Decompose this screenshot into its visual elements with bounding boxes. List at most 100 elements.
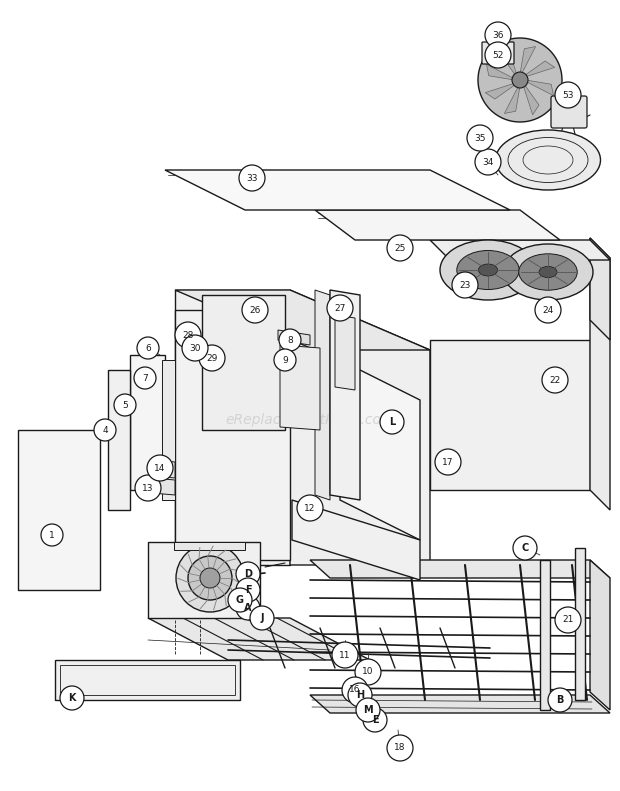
Circle shape xyxy=(512,72,528,88)
Circle shape xyxy=(332,642,358,668)
Polygon shape xyxy=(162,360,175,500)
FancyBboxPatch shape xyxy=(551,96,587,128)
Circle shape xyxy=(236,578,260,602)
Polygon shape xyxy=(430,340,590,490)
Circle shape xyxy=(200,568,220,588)
FancyBboxPatch shape xyxy=(482,42,514,64)
Polygon shape xyxy=(202,295,285,430)
Ellipse shape xyxy=(479,264,498,276)
Circle shape xyxy=(175,322,201,348)
Circle shape xyxy=(478,38,562,122)
Ellipse shape xyxy=(440,240,536,300)
Circle shape xyxy=(250,606,274,630)
Ellipse shape xyxy=(503,244,593,300)
Circle shape xyxy=(485,22,511,48)
Circle shape xyxy=(94,419,116,441)
Text: 22: 22 xyxy=(549,376,560,384)
Text: K: K xyxy=(68,693,76,703)
Polygon shape xyxy=(315,210,560,240)
Polygon shape xyxy=(108,370,130,510)
Circle shape xyxy=(356,698,380,722)
Text: 29: 29 xyxy=(206,354,218,362)
Circle shape xyxy=(147,455,173,481)
Text: C: C xyxy=(521,543,529,553)
Circle shape xyxy=(228,588,252,612)
Circle shape xyxy=(435,449,461,475)
Polygon shape xyxy=(174,542,245,550)
Circle shape xyxy=(188,556,232,600)
Text: D: D xyxy=(244,569,252,579)
Polygon shape xyxy=(165,170,510,210)
Text: 14: 14 xyxy=(154,464,166,472)
Text: M: M xyxy=(363,705,373,715)
Circle shape xyxy=(134,367,156,389)
Polygon shape xyxy=(175,310,290,560)
Text: 4: 4 xyxy=(102,426,108,434)
Circle shape xyxy=(342,677,368,703)
Polygon shape xyxy=(575,548,585,700)
Text: 9: 9 xyxy=(282,355,288,365)
Polygon shape xyxy=(525,61,555,76)
Text: 53: 53 xyxy=(562,90,574,100)
Polygon shape xyxy=(280,345,320,430)
Polygon shape xyxy=(430,240,610,260)
Polygon shape xyxy=(340,360,420,540)
Text: 52: 52 xyxy=(492,51,503,59)
Text: J: J xyxy=(260,613,264,623)
Polygon shape xyxy=(487,64,514,80)
Circle shape xyxy=(274,349,296,371)
Text: B: B xyxy=(556,695,564,705)
Text: eReplacementParts.com: eReplacementParts.com xyxy=(225,413,395,427)
Text: 33: 33 xyxy=(246,173,258,183)
Circle shape xyxy=(239,165,265,191)
Polygon shape xyxy=(152,478,175,495)
Circle shape xyxy=(199,345,225,371)
Polygon shape xyxy=(485,84,516,99)
Text: F: F xyxy=(245,585,251,595)
Text: 24: 24 xyxy=(542,305,554,315)
Polygon shape xyxy=(18,430,100,590)
Circle shape xyxy=(467,125,493,151)
Text: 23: 23 xyxy=(459,281,471,290)
Circle shape xyxy=(355,659,381,685)
Polygon shape xyxy=(175,290,290,565)
Circle shape xyxy=(327,295,353,321)
Polygon shape xyxy=(335,315,355,390)
Text: 30: 30 xyxy=(189,343,201,353)
Circle shape xyxy=(555,607,581,633)
Polygon shape xyxy=(55,660,240,700)
Circle shape xyxy=(137,337,159,359)
Ellipse shape xyxy=(539,267,557,278)
Polygon shape xyxy=(590,238,610,510)
Polygon shape xyxy=(315,290,330,500)
Circle shape xyxy=(176,544,244,612)
Text: 36: 36 xyxy=(492,31,503,40)
Text: 5: 5 xyxy=(122,400,128,410)
Circle shape xyxy=(555,82,581,108)
Text: 7: 7 xyxy=(142,373,148,383)
Text: 17: 17 xyxy=(442,457,454,467)
Polygon shape xyxy=(148,542,260,618)
Polygon shape xyxy=(292,500,420,580)
Circle shape xyxy=(236,562,260,586)
Text: 16: 16 xyxy=(349,686,361,694)
Polygon shape xyxy=(175,290,430,350)
Polygon shape xyxy=(278,330,310,345)
Polygon shape xyxy=(590,560,610,710)
Circle shape xyxy=(279,329,301,351)
Text: 35: 35 xyxy=(474,134,485,142)
Circle shape xyxy=(485,42,511,68)
Text: 34: 34 xyxy=(482,157,494,166)
Circle shape xyxy=(41,524,63,546)
Text: H: H xyxy=(356,690,364,700)
Circle shape xyxy=(513,536,537,560)
Circle shape xyxy=(387,235,413,261)
Circle shape xyxy=(363,708,387,732)
Polygon shape xyxy=(501,45,516,76)
Text: 8: 8 xyxy=(287,335,293,345)
Circle shape xyxy=(60,686,84,710)
Polygon shape xyxy=(310,560,610,578)
Polygon shape xyxy=(290,290,430,565)
Text: 11: 11 xyxy=(339,650,351,660)
Text: 6: 6 xyxy=(145,343,151,353)
